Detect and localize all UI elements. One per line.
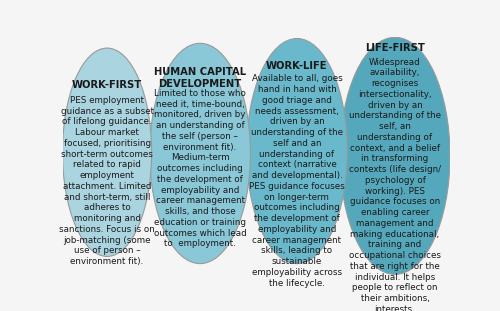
- Ellipse shape: [62, 48, 152, 257]
- Text: WORK-FIRST: WORK-FIRST: [72, 81, 142, 91]
- Text: PES employment
guidance as a subset
of lifelong guidance.
Labour market
focused,: PES employment guidance as a subset of l…: [59, 96, 155, 266]
- Text: HUMAN CAPITAL
DEVELOPMENT: HUMAN CAPITAL DEVELOPMENT: [154, 67, 246, 89]
- Ellipse shape: [246, 39, 348, 264]
- Ellipse shape: [340, 37, 450, 274]
- Text: WORK-LIFE: WORK-LIFE: [266, 61, 328, 71]
- Ellipse shape: [150, 43, 250, 264]
- Text: Widespread
availability,
recognises
intersectionality,
driven by an
understandin: Widespread availability, recognises inte…: [349, 58, 441, 311]
- Text: LIFE-FIRST: LIFE-FIRST: [365, 43, 425, 53]
- Text: Limited to those who
need it, time-bound,
monitored, driven by
an understanding : Limited to those who need it, time-bound…: [154, 89, 246, 248]
- Text: Available to all, goes
hand in hand with
good triage and
needs assessment,
drive: Available to all, goes hand in hand with…: [249, 74, 345, 288]
